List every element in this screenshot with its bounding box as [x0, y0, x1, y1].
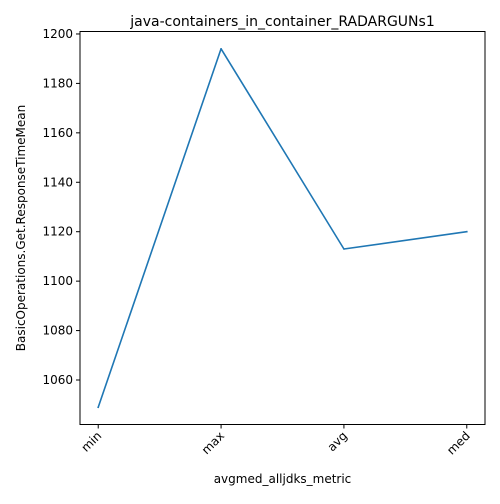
- data-point: [97, 406, 99, 408]
- x-axis-label: avgmed_alljdks_metric: [214, 472, 352, 486]
- chart-title: java-containers_in_container_RADARGUNs1: [129, 14, 434, 30]
- y-tick-label: 1060: [42, 373, 73, 387]
- y-tick-label: 1200: [42, 27, 73, 41]
- y-tick-label: 1180: [42, 76, 73, 90]
- y-tick-label: 1120: [42, 225, 73, 239]
- data-point: [220, 48, 222, 50]
- data-point: [466, 231, 468, 233]
- y-tick-label: 1100: [42, 274, 73, 288]
- y-axis-label: BasicOperations.Get.ResponseTimeMean: [14, 105, 28, 351]
- y-tick-label: 1080: [42, 324, 73, 338]
- y-tick-label: 1160: [42, 126, 73, 140]
- y-tick-label: 1140: [42, 175, 73, 189]
- data-point: [343, 248, 345, 250]
